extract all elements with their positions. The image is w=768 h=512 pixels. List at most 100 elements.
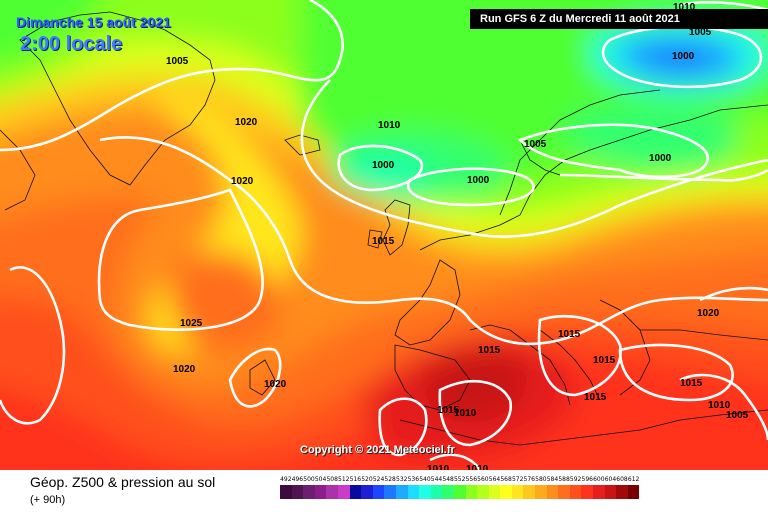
legend-swatch (581, 485, 594, 499)
legend-value: 540 (419, 476, 431, 483)
legend-swatch (384, 485, 396, 499)
color-scale-legend: 492 496 500 504 508 512 516 520 524 528 532 536 540 5… (280, 476, 640, 499)
legend-item: 536 (407, 476, 420, 499)
legend-value: 568 (500, 476, 512, 483)
legend-swatch (593, 485, 605, 499)
legend-item: 504 (314, 476, 327, 499)
legend-swatch (453, 485, 466, 499)
variable-title: Géop. Z500 & pression au sol (30, 474, 216, 490)
legend-value: 604 (604, 476, 617, 483)
legend-item: 552 (453, 476, 466, 499)
legend-swatch (546, 485, 559, 499)
legend-item: 584 (546, 476, 559, 499)
legend-value: 548 (442, 476, 454, 483)
legend-item: 524 (372, 476, 385, 499)
legend-item: 588 (558, 476, 570, 499)
legend-value: 580 (535, 476, 547, 483)
legend-value: 612 (627, 476, 640, 483)
legend-value: 492 (280, 476, 292, 483)
legend-value: 500 (303, 476, 315, 483)
isobar-label: 1005 (166, 56, 189, 67)
legend-value: 520 (361, 476, 373, 483)
legend-swatch (291, 485, 304, 499)
legend-item: 592 (569, 476, 582, 499)
legend-value: 588 (558, 476, 570, 483)
legend-item: 556 (465, 476, 478, 499)
isobar-label: 1010 (466, 464, 489, 470)
legend-swatch (511, 485, 524, 499)
legend-swatch (314, 485, 327, 499)
isobar-label: 1000 (672, 51, 695, 62)
legend-swatch (349, 485, 362, 499)
geopotential-map: 1005 1020 1020 1010 1000 1000 1005 1000 … (0, 0, 768, 470)
geopotential-field (0, 0, 768, 470)
legend-item: 564 (488, 476, 501, 499)
isobar-label: 1010 (378, 120, 401, 131)
legend-value: 496 (291, 476, 304, 483)
isobar-label: 1000 (649, 153, 672, 164)
legend-item: 492 (280, 476, 292, 499)
forecast-date: Dimanche 15 août 2021 (16, 14, 171, 30)
isobar-label: 1005 (726, 410, 749, 421)
isobar-label: 1015 (372, 236, 395, 247)
isobar-labels: 1005 1020 1020 1010 1000 1000 1005 1000 … (166, 2, 749, 470)
lead-time: (+ 90h) (30, 494, 66, 506)
legend-swatch (465, 485, 478, 499)
legend-value: 524 (372, 476, 385, 483)
legend-value: 564 (488, 476, 501, 483)
isobar-label: 1020 (231, 176, 254, 187)
legend-value: 556 (465, 476, 478, 483)
legend-value: 536 (407, 476, 420, 483)
legend-swatch (395, 485, 408, 499)
isobar-label: 1015 (584, 392, 607, 403)
legend-value: 552 (453, 476, 466, 483)
isobar-label: 1005 (524, 139, 547, 150)
isobar-label: 1015 (558, 329, 581, 340)
isobar-label: 1000 (467, 175, 490, 186)
legend-swatch (523, 485, 536, 499)
legend-item: 560 (477, 476, 489, 499)
legend-item: 600 (593, 476, 605, 499)
legend-item: 596 (581, 476, 594, 499)
legend-item: 568 (500, 476, 512, 499)
legend-item: 604 (604, 476, 617, 499)
isobar-label: 1000 (372, 160, 395, 171)
legend-swatch (337, 485, 350, 499)
legend-value: 516 (349, 476, 362, 483)
legend-value: 512 (338, 476, 350, 483)
isobar-label: 1015 (478, 345, 501, 356)
legend-item: 540 (419, 476, 431, 499)
legend-item: 576 (523, 476, 536, 499)
legend-swatch (419, 485, 431, 499)
legend-value: 600 (593, 476, 605, 483)
legend-value: 584 (546, 476, 559, 483)
legend-swatch (604, 485, 617, 499)
isobar-label: 1005 (689, 27, 712, 38)
legend-item: 508 (326, 476, 338, 499)
legend-swatch (627, 485, 640, 499)
legend-value: 572 (511, 476, 524, 483)
legend-value: 608 (616, 476, 628, 483)
legend-swatch (535, 485, 547, 499)
legend-value: 532 (396, 476, 408, 483)
legend-item: 512 (337, 476, 350, 499)
legend-item: 520 (361, 476, 373, 499)
legend-item: 548 (442, 476, 454, 499)
legend-swatch (488, 485, 501, 499)
legend-item: 528 (384, 476, 396, 499)
legend-swatch (500, 485, 512, 499)
legend-swatch (280, 485, 292, 499)
isobar-label: 1010 (454, 408, 477, 419)
legend-value: 592 (569, 476, 582, 483)
forecast-local-time: 2:00 locale (20, 33, 123, 55)
copyright-notice: Copyright © 2021 Meteociel.fr (300, 444, 455, 456)
isobar-label: 1020 (697, 308, 720, 319)
legend-swatch (442, 485, 454, 499)
legend-swatch (558, 485, 570, 499)
legend-swatch (477, 485, 489, 499)
legend-swatch (430, 485, 443, 499)
legend-swatch (569, 485, 582, 499)
isobar-label: 1015 (593, 355, 616, 366)
legend-item: 544 (430, 476, 443, 499)
isobar-label: 1020 (173, 364, 196, 375)
